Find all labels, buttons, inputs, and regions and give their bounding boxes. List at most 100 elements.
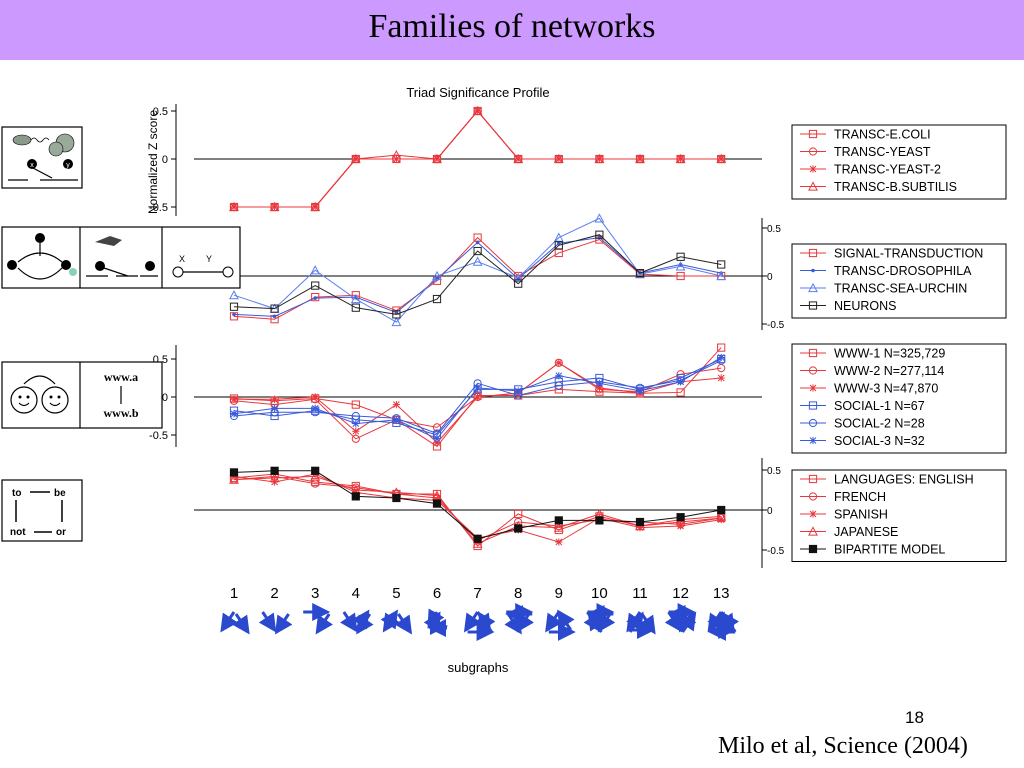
data-point [432, 499, 442, 508]
motif-10-icon [583, 603, 616, 633]
x-axis-label: subgraphs [448, 660, 509, 675]
legend-label: WWW-3 N=47,870 [834, 382, 938, 396]
y-tick-label: 0 [767, 506, 773, 517]
data-point [595, 516, 604, 525]
subgraph-label: 3 [311, 585, 319, 602]
subgraph-label: 7 [473, 585, 481, 602]
data-point [352, 420, 360, 428]
figure-title: Triad Significance Profile [406, 85, 549, 100]
legend-entry: BIPARTITE MODEL [800, 543, 945, 557]
legend-entry: TRANSC-SEA-URCHIN [800, 282, 967, 296]
data-point [553, 522, 564, 532]
legend-label: NEURONS [834, 299, 897, 313]
subgraph-label: 9 [555, 585, 563, 602]
data-point [677, 522, 685, 530]
data-point [716, 153, 727, 164]
legend-label: SOCIAL-2 N=28 [834, 417, 925, 431]
series-line [234, 362, 722, 444]
data-point [635, 268, 645, 279]
data-point [635, 153, 645, 164]
www-b-label: www.b [103, 406, 138, 420]
slide-title: Families of networks [368, 8, 656, 45]
data-point [310, 265, 321, 275]
data-point [310, 201, 321, 212]
data-point [311, 466, 320, 475]
node-y-label: y [66, 162, 70, 169]
subgraph-label: 5 [392, 585, 400, 602]
data-point [716, 511, 727, 521]
data-point [311, 281, 320, 290]
series-social-3-n-32 [230, 353, 725, 443]
legend-entry: NEURONS [800, 299, 897, 313]
data-point [473, 534, 482, 543]
series-french [229, 472, 726, 545]
legend-label: TRANSC-YEAST-2 [834, 163, 941, 177]
legend-label: BIPARTITE MODEL [834, 543, 945, 557]
data-point [474, 393, 482, 401]
motif-6-icon [423, 608, 448, 637]
legend-entry: TRANSC-E.COLI [800, 128, 931, 142]
legend-entry: TRANSC-B.SUBTILIS [800, 180, 957, 194]
series-line [233, 470, 722, 540]
legend-label: FRENCH [834, 490, 886, 504]
legend-label: TRANSC-SEA-URCHIN [834, 282, 967, 296]
www-social-network-icons: www.a www.b [1, 361, 163, 429]
data-point [676, 513, 685, 522]
data-point [595, 230, 604, 239]
lang-be-label: be [54, 488, 66, 499]
data-point [392, 493, 401, 503]
chart-panel-signal-transduction: 0.5 0 -0.5 SIGNAL-TRANSDUCTION TRANSC-DROSOP… [194, 213, 1007, 331]
y-tick-label: 0 [162, 154, 168, 166]
legend-label: SPANISH [834, 508, 888, 522]
series-line [233, 475, 722, 542]
series-www-3-n-47-870 [230, 359, 725, 447]
data-point [392, 416, 400, 424]
legend-entry: WWW-2 N=277,114 [800, 364, 944, 378]
data-point [717, 343, 726, 352]
data-point [554, 381, 563, 390]
series-neurons [229, 230, 726, 319]
data-point [677, 378, 685, 386]
data-point [472, 538, 483, 548]
legend-entry: TRANSC-YEAST [800, 145, 931, 159]
data-point [594, 213, 605, 223]
legend-entry: JAPANESE [800, 525, 898, 539]
data-point [310, 471, 321, 481]
data-point [394, 310, 399, 315]
data-point [514, 279, 523, 288]
series-line [233, 217, 722, 323]
y-tick-label: 0 [767, 272, 773, 283]
y-tick-label: 0.5 [153, 106, 168, 118]
motif-1-icon [220, 611, 250, 635]
data-point [553, 153, 564, 164]
data-point [311, 404, 319, 412]
data-point [229, 290, 239, 300]
data-point [230, 410, 238, 418]
data-point [635, 269, 645, 278]
subgraph-label: 8 [514, 585, 522, 602]
y-tick-label: 0.5 [767, 466, 781, 477]
data-point [514, 524, 523, 533]
www-a-label: www.a [104, 370, 138, 384]
language-network-icon: to be not or [1, 479, 83, 542]
data-point [270, 466, 279, 475]
legend-label: TRANSC-DROSOPHILA [834, 264, 972, 278]
data-point [229, 474, 239, 484]
motif-9-icon [545, 609, 576, 641]
lang-not-label: not [10, 527, 26, 538]
data-point [554, 241, 563, 250]
data-point [514, 509, 523, 519]
data-point [716, 270, 727, 281]
motif-2-icon [258, 611, 293, 635]
legend-box [791, 469, 1007, 562]
series-transc-sea-urchin [229, 213, 727, 327]
data-point [675, 261, 686, 271]
data-point [230, 395, 238, 403]
lang-or-label: or [56, 527, 66, 538]
data-point [555, 359, 563, 367]
subgraph-label: 13 [713, 585, 730, 602]
data-point [474, 384, 482, 392]
data-point [636, 387, 644, 395]
legend-box [791, 243, 1007, 319]
data-point [513, 153, 524, 164]
